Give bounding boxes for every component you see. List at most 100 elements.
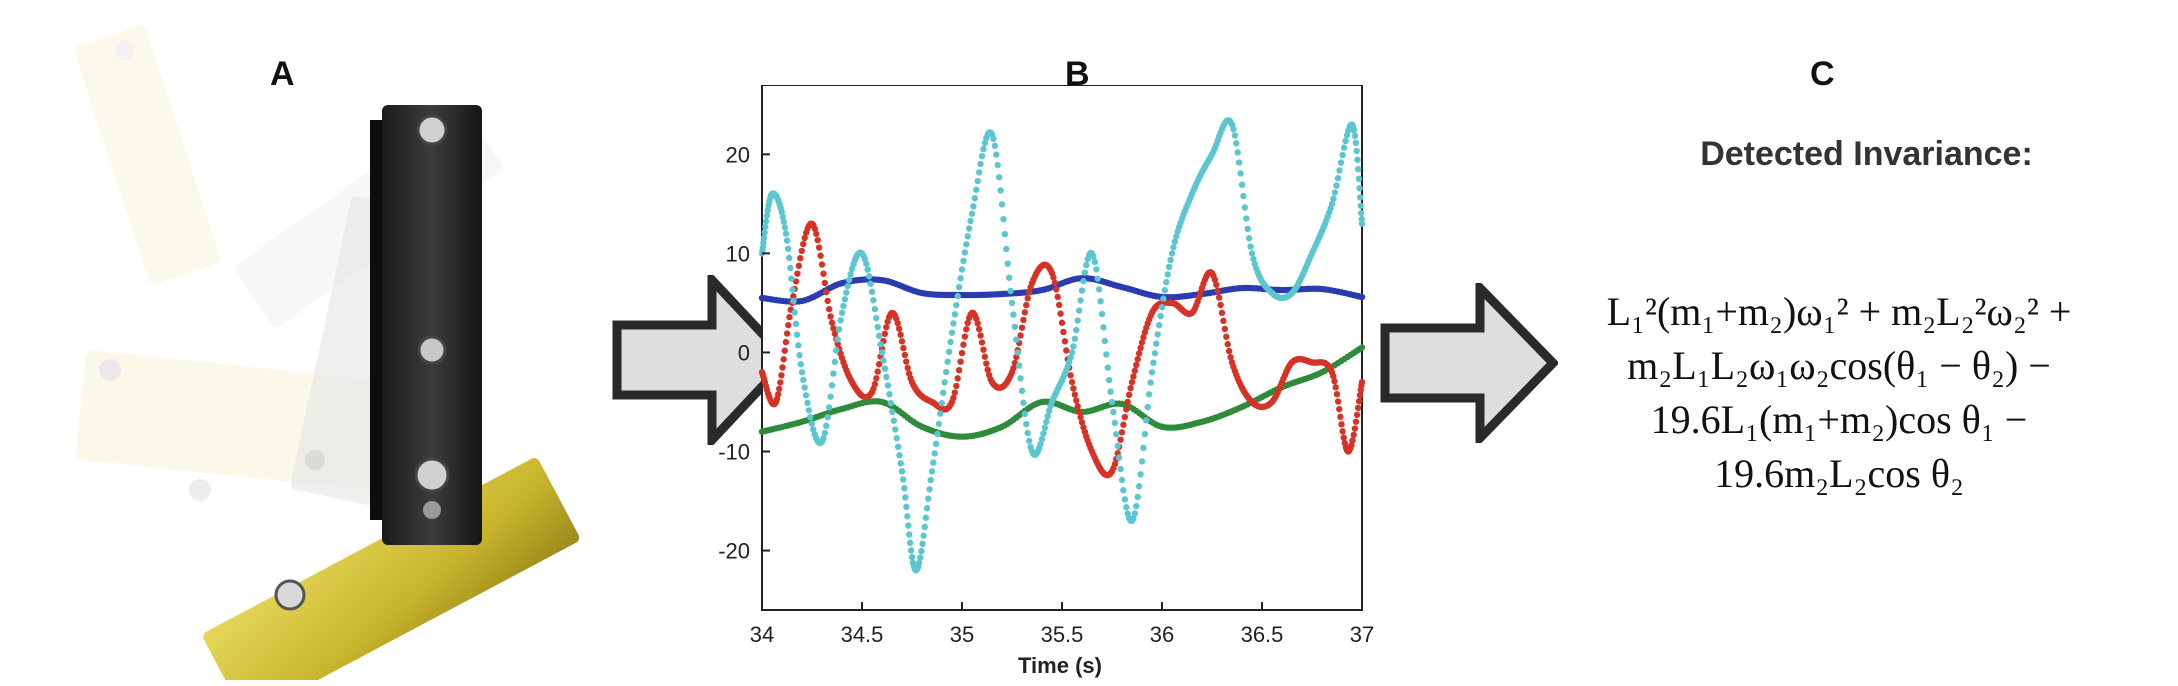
- data-point: [1107, 388, 1114, 395]
- data-point: [1334, 398, 1342, 405]
- data-point: [1017, 332, 1024, 339]
- data-point: [1018, 387, 1026, 395]
- data-point: [1137, 471, 1144, 478]
- data-point: [782, 338, 790, 346]
- data-point: [1354, 156, 1361, 163]
- data-point: [980, 346, 987, 353]
- data-point: [1018, 324, 1026, 331]
- x-tick-label: 35.5: [1041, 622, 1084, 647]
- data-point: [1115, 454, 1123, 461]
- data-point: [784, 245, 792, 253]
- data-point: [1103, 351, 1110, 358]
- data-point: [818, 261, 826, 268]
- ghost-pendulum-1: [74, 25, 221, 284]
- data-point: [1240, 192, 1247, 200]
- data-point: [1160, 295, 1167, 302]
- data-point: [793, 331, 801, 339]
- data-point: [894, 443, 902, 451]
- data-point: [1114, 442, 1121, 450]
- data-point: [954, 375, 961, 382]
- data-point: [801, 234, 808, 242]
- data-point: [893, 435, 900, 442]
- data-point: [776, 385, 783, 393]
- data-point: [958, 266, 966, 273]
- data-point: [886, 391, 893, 398]
- data-point: [1118, 429, 1126, 436]
- data-point: [828, 319, 836, 326]
- data-point: [874, 368, 881, 375]
- data-point: [1357, 209, 1365, 217]
- data-point: [942, 368, 950, 376]
- data-point: [1168, 250, 1176, 257]
- data-point: [1125, 391, 1133, 399]
- data-point: [1070, 385, 1077, 392]
- data-point: [1108, 398, 1116, 406]
- data-point: [1333, 182, 1340, 189]
- double-pendulum-illustration: [74, 25, 580, 680]
- data-point: [825, 305, 833, 313]
- data-point: [1037, 440, 1044, 448]
- data-point: [1234, 149, 1241, 156]
- data-point: [1124, 398, 1131, 406]
- data-point: [950, 394, 957, 402]
- data-point: [1223, 333, 1230, 340]
- data-point: [1358, 220, 1366, 227]
- data-point: [1118, 476, 1126, 484]
- data-point: [900, 344, 907, 352]
- data-point: [878, 349, 886, 356]
- data-point: [1336, 405, 1343, 413]
- data-point: [875, 361, 883, 368]
- data-point: [984, 366, 991, 373]
- data-point: [1077, 414, 1084, 421]
- data-point: [1339, 151, 1346, 159]
- data-point: [795, 342, 802, 349]
- data-point: [1074, 403, 1081, 410]
- data-point: [931, 450, 938, 457]
- data-point: [823, 422, 830, 430]
- data-point: [1113, 431, 1120, 438]
- data-point: [1020, 399, 1027, 406]
- data-point: [837, 317, 844, 324]
- data-point: [1357, 202, 1364, 209]
- data-point: [1025, 437, 1033, 445]
- data-point: [960, 341, 967, 348]
- data-point: [916, 559, 923, 567]
- data-point: [1244, 225, 1251, 233]
- data-point: [760, 239, 767, 247]
- data-point: [1230, 125, 1237, 133]
- equation-line-2: m₂L₁L₂ω₁ω₂cos(θ₁ − θ₂) −: [1627, 343, 2051, 388]
- data-point: [828, 382, 836, 389]
- data-point: [1147, 379, 1154, 386]
- data-point: [774, 391, 782, 398]
- data-point: [761, 229, 768, 236]
- data-point: [1333, 390, 1341, 398]
- data-point: [1053, 286, 1060, 293]
- data-point: [1091, 258, 1099, 266]
- data-point: [760, 234, 768, 242]
- data-point: [964, 233, 971, 240]
- data-point: [1008, 299, 1016, 307]
- data-point: [1225, 347, 1233, 355]
- data-point: [782, 230, 790, 237]
- data-point: [928, 468, 936, 475]
- data-point: [1110, 408, 1117, 416]
- data-point: [1224, 341, 1231, 348]
- data-point: [788, 275, 795, 282]
- data-point: [1155, 321, 1163, 329]
- data-point: [1023, 420, 1030, 428]
- data-point: [1150, 359, 1157, 366]
- data-point: [831, 330, 839, 337]
- y-tick-label: 10: [726, 241, 750, 266]
- data-point: [1135, 350, 1143, 357]
- data-point: [898, 468, 906, 475]
- data-point: [964, 319, 971, 327]
- data-point: [1020, 316, 1027, 324]
- data-point: [980, 145, 987, 153]
- data-point: [797, 361, 804, 368]
- data-point: [907, 547, 915, 554]
- data-point: [919, 540, 926, 548]
- data-point: [1121, 413, 1129, 421]
- data-point: [1351, 425, 1359, 432]
- data-point: [1127, 384, 1134, 392]
- data-point: [1214, 287, 1221, 294]
